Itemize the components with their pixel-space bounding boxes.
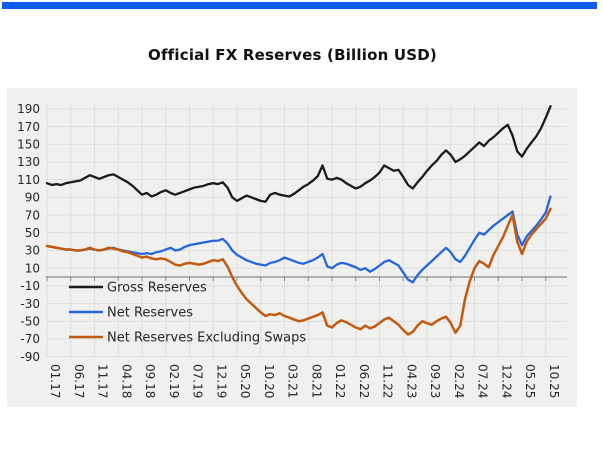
fx-reserves-chart: 190 170 150 130 110 90 70 50 30 10 -10 -30 -50 -70 -90…	[17, 102, 567, 398]
x-tick-label: 07.19	[191, 364, 205, 398]
x-tick-label: 01.17	[48, 364, 62, 398]
legend-item: Net Reserves Excluding Swaps	[69, 331, 306, 346]
y-tick-label: -10	[20, 279, 40, 293]
gross-reserves-line	[45, 105, 552, 203]
y-tick-label: 10	[25, 261, 40, 275]
legend-label: Net Reserves	[107, 306, 193, 321]
y-tick-label: 90	[25, 191, 40, 205]
y-tick-label: 130	[17, 155, 40, 169]
y-tick-label: -90	[20, 350, 40, 364]
x-axis-tick-labels: 01.17 06.17 11.17 04.18 09.18 02.19 07.19 12.19…	[48, 364, 561, 398]
x-tick-label: 11.22	[381, 364, 395, 398]
chart-panel: 190 170 150 130 110 90 70 50 30 10 -10 -30 -50 -70 -90…	[7, 88, 577, 407]
x-tick-label: 11.17	[96, 364, 110, 398]
x-tick-label: 01.22	[333, 364, 347, 398]
top-accent-bar	[2, 2, 597, 9]
x-tick-label: 02.24	[452, 364, 466, 398]
horizontal-gridlines	[46, 108, 567, 358]
y-tick-label: -30	[20, 297, 40, 311]
y-tick-label: 150	[17, 137, 40, 151]
x-tick-label: 12.24	[499, 364, 513, 398]
y-tick-label: -70	[20, 332, 40, 346]
y-tick-label: 70	[25, 208, 40, 222]
legend-item: Gross Reserves	[69, 281, 207, 296]
x-tick-label: 10.20	[262, 364, 276, 398]
y-tick-label: 110	[17, 173, 40, 187]
legend-label: Gross Reserves	[107, 281, 207, 296]
x-tick-label: 10.25	[547, 364, 561, 398]
y-tick-label: 50	[25, 226, 40, 240]
x-tick-label: 07.24	[476, 364, 490, 398]
x-tick-label: 05.25	[523, 364, 537, 398]
legend-label: Net Reserves Excluding Swaps	[107, 331, 306, 346]
x-tick-label: 12.19	[214, 364, 228, 398]
zero-axis-line	[46, 276, 567, 281]
net-reserves-line	[45, 195, 552, 284]
x-tick-label: 03.21	[286, 364, 300, 398]
x-tick-label: 08.21	[309, 364, 323, 398]
x-tick-label: 09.18	[143, 364, 157, 398]
x-tick-label: 04.23	[404, 364, 418, 398]
y-tick-label: 30	[25, 244, 40, 258]
x-tick-label: 06.22	[357, 364, 371, 398]
x-tick-label: 02.19	[167, 364, 181, 398]
x-tick-label: 04.18	[119, 364, 133, 398]
y-tick-label: 190	[17, 102, 40, 116]
x-tick-label: 09.23	[428, 364, 442, 398]
legend-item: Net Reserves	[69, 306, 193, 321]
net-reserves-excluding-swaps-line	[45, 207, 552, 336]
y-tick-label: -50	[20, 314, 40, 328]
x-tick-label: 05.20	[238, 364, 252, 398]
chart-title: Official FX Reserves (Billion USD)	[148, 46, 437, 64]
y-tick-label: 170	[17, 120, 40, 134]
x-tick-label: 06.17	[72, 364, 86, 398]
vertical-gridlines	[46, 104, 547, 357]
y-axis-tick-labels: 190 170 150 130 110 90 70 50 30 10 -10 -30 -50 -70 -90	[17, 102, 40, 364]
legend: Gross Reserves Net Reserves Net Reserves E…	[69, 281, 306, 346]
